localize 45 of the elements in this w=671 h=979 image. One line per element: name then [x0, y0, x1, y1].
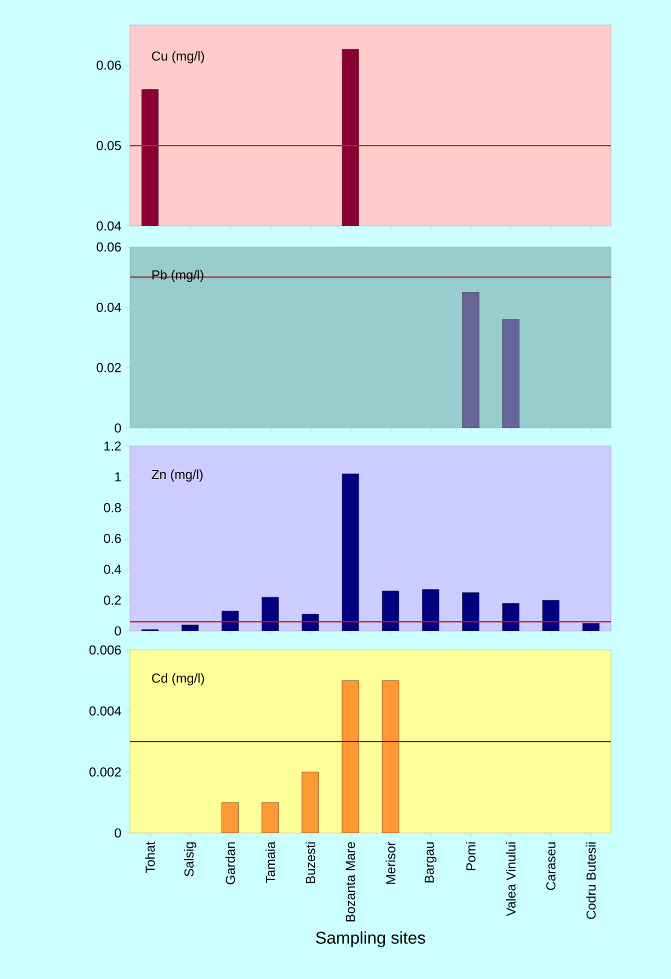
x-tick-label: Bozanta Mare — [346, 842, 355, 922]
x-tick-label: Caraseu — [546, 842, 556, 890]
y-tick-label: 0.002 — [89, 767, 121, 777]
y-tick-label: 1 — [115, 472, 121, 482]
x-tick-label: Tamaia — [266, 842, 276, 884]
x-axis-title: Sampling sites — [316, 931, 426, 948]
bar — [262, 596, 279, 631]
bar — [222, 802, 239, 833]
bar — [262, 802, 279, 833]
y-tick-label: 0.2 — [104, 596, 121, 605]
x-tick-label: Bargau — [424, 842, 436, 882]
y-tick-label: 0.04 — [96, 302, 122, 312]
y-tick-label: 0.004 — [89, 706, 122, 716]
bar — [462, 592, 480, 631]
x-tick-label: Codru Butesii — [586, 842, 596, 919]
y-tick-label: 0.4 — [104, 564, 122, 574]
bar — [342, 474, 360, 631]
bar — [342, 680, 360, 833]
y-tick-label: 0 — [114, 828, 121, 838]
y-tick-label: 0.06 — [96, 242, 121, 252]
text: Zn (mg/l) — [152, 470, 203, 482]
y-tick-label: 0.02 — [96, 363, 121, 372]
bar — [382, 680, 400, 833]
y-tick-label: 0.6 — [104, 534, 121, 544]
y-tick-label: 1.2 — [104, 441, 121, 451]
y-tick-label: 0.05 — [96, 140, 121, 150]
x-tick-label: Pomi — [466, 842, 476, 870]
x-tick-label: Tohat — [145, 842, 155, 874]
x-tick-label: Valea Vinului — [506, 842, 516, 916]
bar — [382, 590, 400, 631]
text: Cd (mg/l) — [152, 673, 204, 686]
bar — [502, 603, 520, 631]
text: Cu (mg/l) — [152, 51, 204, 64]
y-tick-label: 0.8 — [104, 503, 121, 512]
y-tick-label: 0 — [114, 626, 121, 636]
x-tick-label: Gardan — [225, 842, 235, 884]
x-tick-label: Buzesti — [306, 842, 316, 884]
y-tick-label: 0 — [114, 423, 121, 433]
x-tick-label: Merisor — [386, 842, 396, 884]
bar — [302, 772, 319, 833]
x-tick-label: Salsig — [184, 842, 196, 876]
y-tick-label: 0.06 — [96, 60, 121, 70]
y-tick-label: 0.006 — [89, 645, 121, 655]
y-tick-label: 0.04 — [96, 221, 122, 231]
bar — [422, 589, 440, 631]
